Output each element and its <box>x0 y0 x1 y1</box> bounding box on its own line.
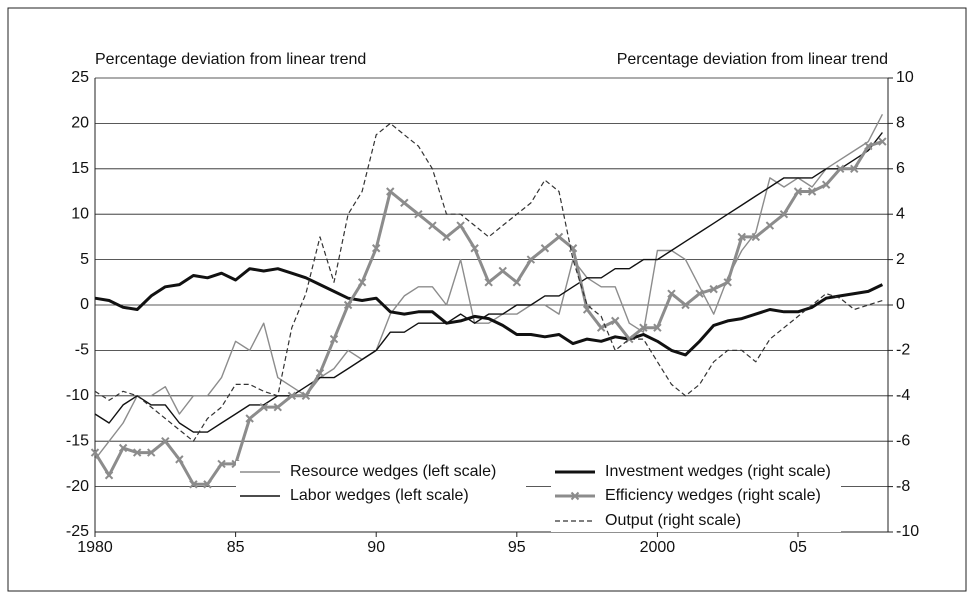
legend-bg <box>551 510 841 532</box>
y2-tick-label: -2 <box>896 342 910 359</box>
point-marker <box>639 323 648 332</box>
series-line <box>94 267 884 357</box>
point-marker <box>259 402 268 412</box>
point-marker <box>371 244 381 253</box>
legend-bg <box>551 485 841 507</box>
point-marker <box>104 471 114 480</box>
legend-label: Investment wedges (right scale) <box>605 463 831 480</box>
point-marker <box>273 402 282 412</box>
y2-tick-label: 0 <box>896 296 905 313</box>
point-marker <box>400 198 409 208</box>
legend-bg <box>236 485 526 507</box>
point-marker <box>90 448 100 457</box>
point-marker <box>793 187 803 196</box>
x-tick-label: 90 <box>367 539 385 556</box>
point-marker <box>132 448 142 457</box>
y-tick-label: 25 <box>71 69 89 86</box>
y-tick-label: -10 <box>66 387 89 404</box>
point-marker <box>878 137 887 146</box>
right-axis-label: Percentage deviation from linear trend <box>617 51 888 68</box>
y2-tick-label: 2 <box>896 251 905 268</box>
point-marker <box>343 300 353 310</box>
point-marker <box>329 334 339 344</box>
point-marker <box>175 455 184 464</box>
y-tick-label: 10 <box>71 205 89 222</box>
point-marker <box>301 391 311 401</box>
legend-label: Output (right scale) <box>605 512 741 529</box>
point-marker <box>357 278 367 287</box>
point-marker <box>653 323 662 332</box>
point-marker <box>850 164 859 174</box>
legend-label: Resource wedges (left scale) <box>290 463 496 480</box>
y-tick-label: 20 <box>71 115 89 132</box>
point-marker <box>217 459 226 469</box>
point-marker <box>540 244 550 253</box>
left-axis-label: Percentage deviation from linear trend <box>95 51 366 68</box>
x-tick-label: 2000 <box>640 539 676 556</box>
point-marker <box>442 232 451 242</box>
point-marker <box>484 278 493 287</box>
y2-tick-label: 4 <box>896 205 905 222</box>
x-tick-label: 1980 <box>77 539 113 556</box>
series-line <box>94 113 884 460</box>
point-marker <box>414 209 423 219</box>
point-marker <box>835 164 845 174</box>
point-marker <box>737 232 746 242</box>
point-marker <box>667 289 676 298</box>
point-marker <box>470 244 479 253</box>
point-marker <box>821 180 831 189</box>
y-tick-label: -20 <box>66 478 89 495</box>
point-marker <box>554 232 564 242</box>
point-marker <box>147 448 156 457</box>
point-marker <box>118 443 128 453</box>
point-marker <box>456 221 465 230</box>
y-tick-label: -15 <box>66 432 89 449</box>
y-tick-label: -5 <box>75 342 89 359</box>
x-tick-label: 85 <box>227 539 245 556</box>
series-line <box>94 132 883 433</box>
y2-tick-label: 10 <box>896 69 914 86</box>
point-marker <box>315 368 325 378</box>
point-marker <box>512 278 522 287</box>
point-marker <box>386 187 395 196</box>
point-marker <box>751 232 761 242</box>
y2-tick-label: -8 <box>896 478 910 495</box>
point-marker <box>245 414 254 423</box>
point-marker <box>287 391 297 401</box>
y2-tick-label: 6 <box>896 160 905 177</box>
x-tick-label: 05 <box>789 539 807 556</box>
legend-bg <box>551 461 841 483</box>
point-marker <box>161 436 170 446</box>
point-marker <box>723 278 732 287</box>
point-marker <box>526 255 536 264</box>
y2-tick-label: 8 <box>896 115 905 132</box>
legend-bg <box>236 461 526 483</box>
x-tick-label: 95 <box>508 539 526 556</box>
legend-label: Efficiency wedges (right scale) <box>605 487 821 504</box>
y-tick-label: 5 <box>80 251 89 268</box>
point-marker <box>596 323 606 332</box>
y2-tick-label: -6 <box>896 432 910 449</box>
y2-tick-label: -10 <box>896 523 919 540</box>
point-marker <box>498 266 507 276</box>
point-marker <box>807 187 817 196</box>
point-marker <box>779 209 789 219</box>
point-marker <box>709 284 718 294</box>
legend-label: Labor wedges (left scale) <box>290 487 469 504</box>
point-marker <box>203 480 212 489</box>
y-tick-label: 15 <box>71 160 89 177</box>
point-marker <box>428 221 437 230</box>
y-tick-label: 0 <box>80 296 89 313</box>
point-marker <box>681 300 690 310</box>
point-marker <box>695 289 704 298</box>
point-marker <box>189 480 198 489</box>
legend-marker <box>570 491 580 501</box>
point-marker <box>765 221 775 230</box>
point-marker <box>611 316 620 326</box>
point-marker <box>864 141 873 151</box>
y-tick-label: -25 <box>66 523 89 540</box>
y2-tick-label: -4 <box>896 387 910 404</box>
